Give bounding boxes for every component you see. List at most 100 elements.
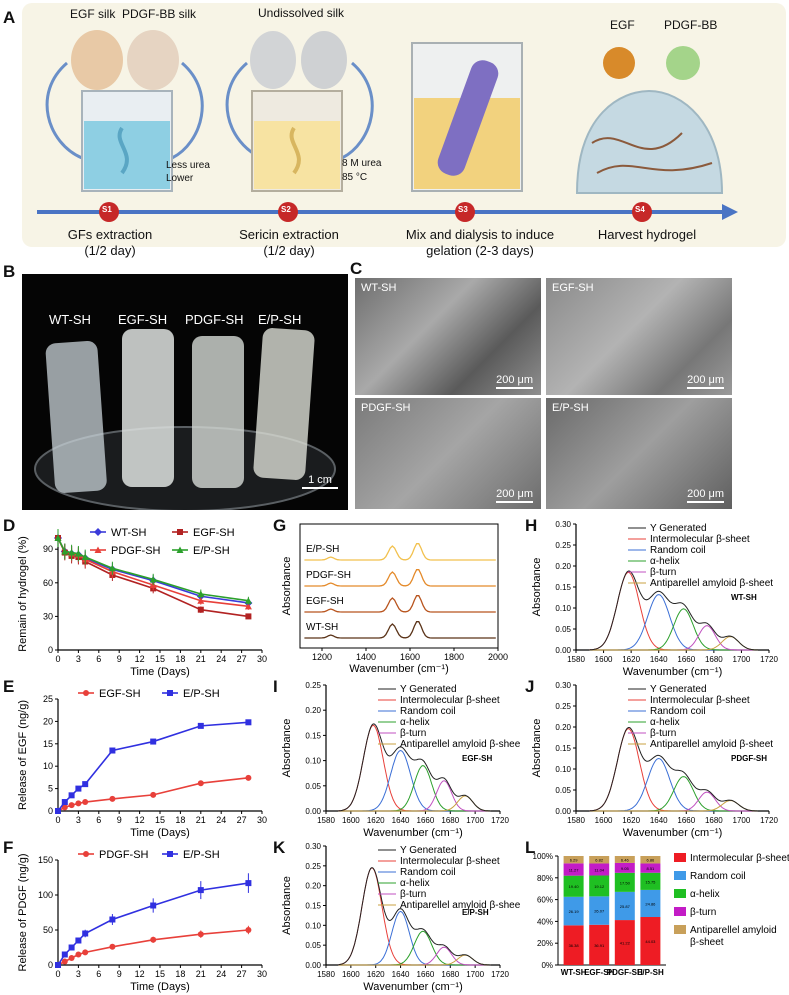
legend-label: Antiparellel amyloid β-sheet <box>400 900 520 911</box>
bar-segment <box>563 856 584 864</box>
spectrum-egfsh <box>304 595 496 613</box>
bar-segment <box>640 889 661 918</box>
step4-title: Harvest hydrogel <box>597 227 697 242</box>
y-tick-label: 0.05 <box>305 941 321 950</box>
chart-egf-release: 0 3 6 9 12 15 18 21 24 27 30 0 5 10 15 20 25 Time (Days) R… <box>17 688 267 839</box>
data-point <box>245 880 252 887</box>
y-tick-label: 0.30 <box>555 520 571 529</box>
legend-label: Random coil <box>690 871 746 882</box>
panel-label-j: J <box>525 677 535 696</box>
x-tick-label: 1720 <box>491 970 509 979</box>
curved-arrow-4 <box>341 61 374 160</box>
x-axis-label: Time (Days) <box>130 666 189 678</box>
data-point <box>82 799 89 806</box>
y-tick-label: 60 <box>43 578 53 588</box>
x-tick-label: 1200 <box>312 652 332 662</box>
legend-label: Random coil <box>650 545 706 556</box>
data-point <box>244 602 252 610</box>
data-point <box>108 564 116 572</box>
fit-peak <box>589 799 759 812</box>
egf-silk-cocoon <box>71 30 123 90</box>
legend-label: α-helix <box>650 717 680 728</box>
legend-label: Antiparellel amyloid β-sheet <box>400 739 520 750</box>
data-point <box>68 549 76 556</box>
bar-segment <box>563 875 584 897</box>
y-tick-label: 0.10 <box>305 921 321 930</box>
chart-ftir-spectra: 1200 1400 1600 1800 2000 Wavenumber (cm⁻¹) Abs… <box>281 523 508 675</box>
step1-condition-1: Less urea <box>166 160 210 171</box>
chart-pdgf-release: 0 3 6 9 12 15 18 21 24 27 30 0 50 100 150 Time (Days) Re… <box>17 849 267 993</box>
panel-label-l: L <box>525 838 536 857</box>
x-axis-label: Time (Days) <box>130 827 189 839</box>
step2-condition-2: 85 °C <box>342 172 368 183</box>
sem-image-wt: WT-SH 200 μm <box>355 278 541 395</box>
egf-protein <box>603 47 635 79</box>
pdgf-bb-label: PDGF-BB <box>664 18 718 32</box>
legend-label: Antiparellel amyloid β-sheet <box>650 578 773 589</box>
legend-label: β-turn <box>690 907 716 918</box>
hydrogel-cylinder-wt <box>45 341 107 493</box>
y-tick-label: 0.10 <box>555 765 571 774</box>
y-tick-label: 0.25 <box>555 541 571 550</box>
x-tick-label: 1720 <box>760 655 778 664</box>
y-tick-label: 100 <box>38 890 53 900</box>
y-tick-label: 0.00 <box>305 807 321 816</box>
x-tick-label: 1600 <box>342 816 360 825</box>
chart-deconvolution-wt: 1580 1600 1620 1640 1660 1680 1700 1720 0.00 0.05… <box>531 520 778 678</box>
legend-label: Y Generated <box>650 684 707 695</box>
hydrogel-fibers <box>591 132 713 174</box>
y-tick-label: 60% <box>537 896 553 905</box>
y-tick-label: 0 <box>48 960 53 970</box>
y-tick-label: 0.10 <box>555 604 571 613</box>
data-point <box>82 949 89 956</box>
panel-label-a: A <box>3 8 16 27</box>
legend-label: Antiparellel amyloid <box>690 925 777 936</box>
x-tick-label: 27 <box>237 969 247 979</box>
x-tick-label: 15 <box>155 815 165 825</box>
x-tick-label: 27 <box>237 654 247 664</box>
photo-scale-bar: 1 cm <box>302 474 338 489</box>
data-point <box>68 792 75 799</box>
data-point <box>197 931 204 938</box>
x-tick-label: 1580 <box>317 970 335 979</box>
bar-segment <box>589 896 610 925</box>
data-point <box>82 930 89 937</box>
y-tick-label: 0.15 <box>305 731 321 740</box>
data-point <box>245 719 252 726</box>
data-point <box>55 808 61 814</box>
legend-marker <box>176 546 184 553</box>
x-axis-label: Wavenumber (cm⁻¹) <box>623 666 723 678</box>
badge-s1-text: S1 <box>102 205 112 214</box>
x-tick-label: 12 <box>135 654 145 664</box>
bar-segment <box>589 856 610 864</box>
legend-swatch <box>674 853 686 862</box>
y-axis-label: Absorbance <box>531 719 543 778</box>
legend-label: β-turn <box>400 889 426 900</box>
x-tick-label: 1640 <box>650 655 668 664</box>
fit-envelope <box>589 570 758 651</box>
x-tick-label: 0 <box>55 815 60 825</box>
pdgf-silk-label: PDGF-BB silk <box>122 7 197 21</box>
x-tick-label: 1700 <box>733 655 751 664</box>
legend-label: Random coil <box>400 706 456 717</box>
y-tick-label: 0.30 <box>555 681 571 690</box>
x-tick-label: 1720 <box>760 816 778 825</box>
legend-swatch <box>674 871 686 880</box>
data-point <box>55 962 61 968</box>
data-point <box>82 781 89 788</box>
legend-swatch <box>674 889 686 898</box>
bar-value-label: 26.19 <box>569 909 580 914</box>
x-tick-label: 2000 <box>488 652 508 662</box>
y-tick-label: 0.30 <box>305 842 321 851</box>
x-tick-label: 21 <box>196 969 206 979</box>
legend-label: E/P-SH <box>183 849 220 861</box>
x-tick-label: 1700 <box>466 970 484 979</box>
x-tick-label: 1680 <box>705 655 723 664</box>
x-tick-label: 27 <box>237 815 247 825</box>
sem-image-egf: EGF-SH 200 μm <box>546 278 732 395</box>
x-tick-label: 30 <box>257 815 267 825</box>
legend-label: Intermolecular β-sheet <box>650 534 750 545</box>
step2-condition-1: 8 M urea <box>342 158 382 169</box>
y-tick-label: 50 <box>43 925 53 935</box>
x-tick-label: 1640 <box>392 970 410 979</box>
